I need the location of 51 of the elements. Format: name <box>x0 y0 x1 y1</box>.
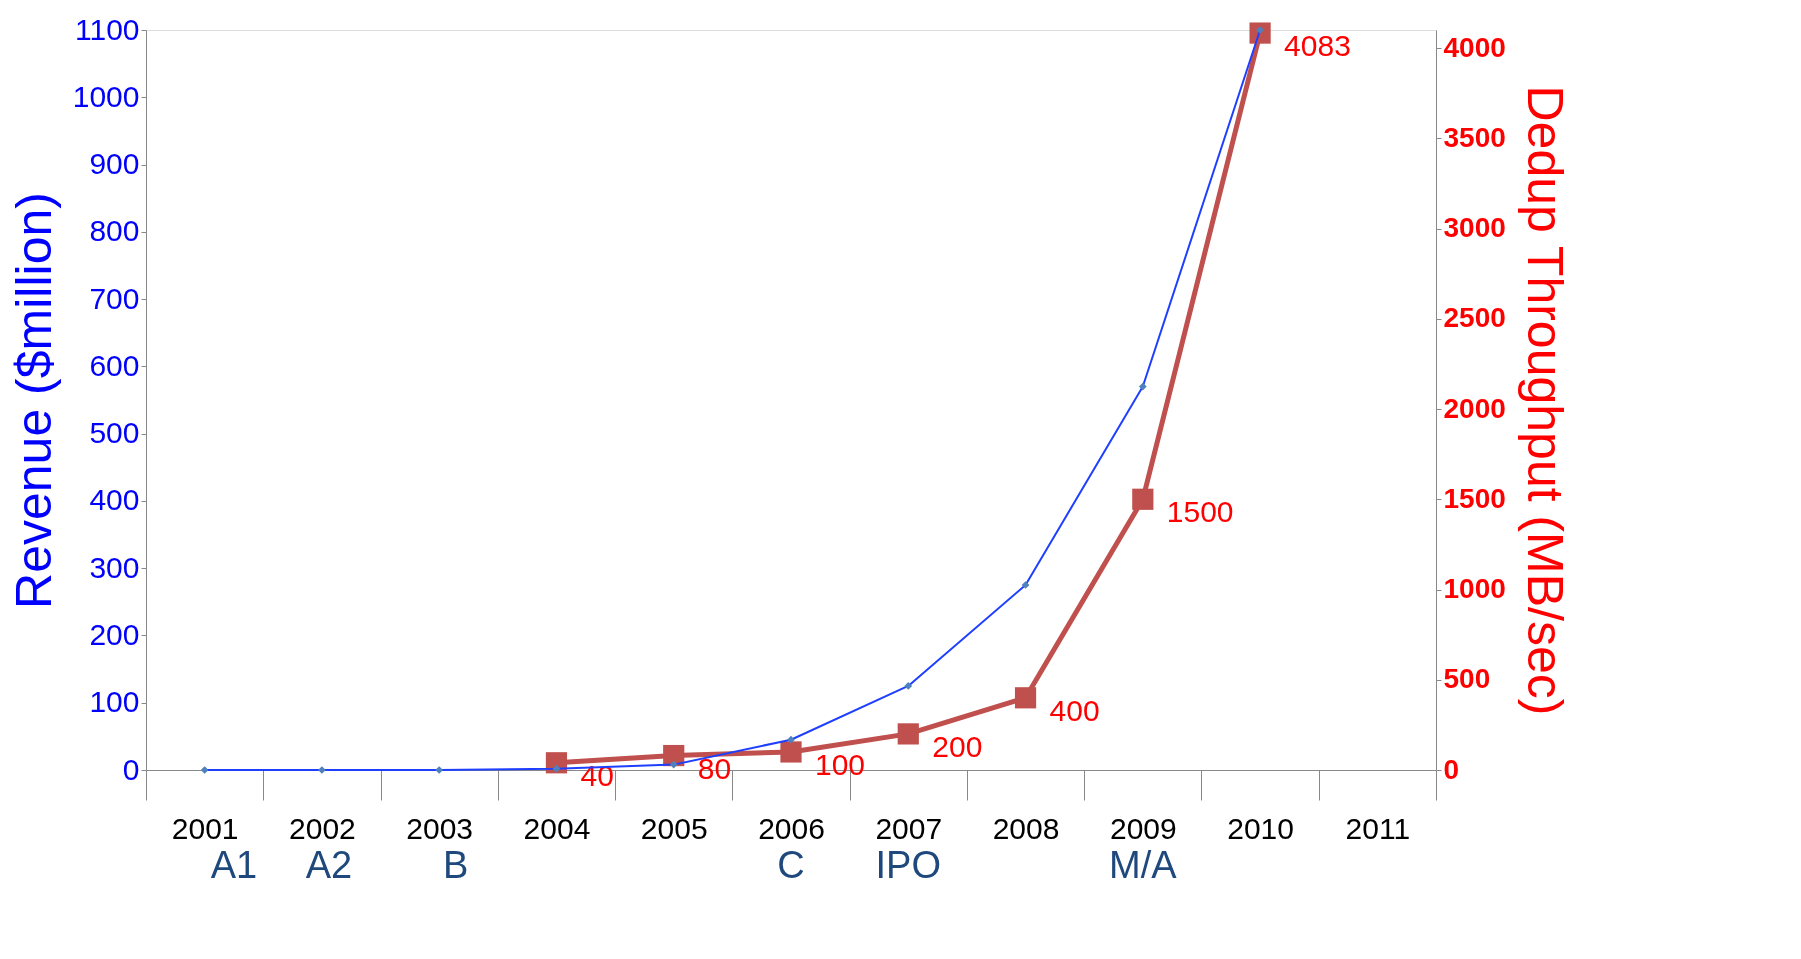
data-label: 1500 <box>1166 495 1234 529</box>
data-label: 400 <box>1049 693 1100 727</box>
y-tick-label: 400 <box>89 483 140 517</box>
x-tick-label: 2001 <box>171 811 239 845</box>
y2-tick-label: 3500 <box>1443 121 1506 153</box>
x-tick-label: 2005 <box>640 811 708 845</box>
y-tick-label: 1000 <box>72 79 140 113</box>
y2-tick-label: 4000 <box>1443 31 1506 63</box>
y-tick-label: 0 <box>122 752 140 786</box>
y2-tick-label: 500 <box>1443 663 1491 695</box>
x-tick-label: 2008 <box>992 811 1060 845</box>
text: B <box>442 844 469 886</box>
text: A1 <box>210 844 258 886</box>
data-label: 4083 <box>1284 29 1351 63</box>
x-tick-label: 2007 <box>875 811 943 845</box>
y2-tick-label: 0 <box>1443 753 1460 785</box>
data-label: 80 <box>697 751 732 785</box>
x-tick-label: 2002 <box>289 811 356 845</box>
y2-tick-label: 3000 <box>1443 212 1506 244</box>
text: A2 <box>305 844 353 886</box>
y-tick-label: 900 <box>89 147 140 181</box>
x-tick-label: 2011 <box>1345 811 1411 845</box>
y2-tick-label: 2500 <box>1443 302 1506 334</box>
y-tick-label: 700 <box>89 281 140 315</box>
x-tick-label: 2009 <box>1109 811 1177 845</box>
y-tick-label: 100 <box>89 685 140 719</box>
y2-tick-label: 2000 <box>1443 392 1506 424</box>
point <box>1014 687 1037 709</box>
point <box>897 723 919 745</box>
x-tick-label: 2006 <box>758 811 825 845</box>
x-tick-label: 2004 <box>523 811 591 845</box>
y-tick-label: 200 <box>89 617 140 651</box>
point <box>1132 488 1154 510</box>
y2-axis-title: Dedup Throughput (MB/sec) <box>1516 85 1573 716</box>
y2-tick-label: 1000 <box>1443 573 1506 605</box>
y2-tick-label: 1500 <box>1443 482 1506 514</box>
point <box>1249 22 1271 44</box>
data-label: 200 <box>932 729 983 763</box>
y-tick-label: 300 <box>89 550 140 584</box>
y-tick-label: 600 <box>89 348 140 382</box>
y-axis-title: Revenue ($million) <box>5 192 62 609</box>
y-tick-label: 1100 <box>74 12 140 46</box>
point <box>780 741 802 763</box>
data-label: 100 <box>815 747 866 781</box>
text: IPO <box>875 844 942 886</box>
x-tick-label: 2003 <box>406 811 474 845</box>
text: M/A <box>1109 844 1178 886</box>
y-tick-label: 800 <box>89 214 140 248</box>
text: C <box>777 844 805 886</box>
y-tick-label: 500 <box>89 416 140 450</box>
x-tick-label: 2010 <box>1227 811 1294 845</box>
